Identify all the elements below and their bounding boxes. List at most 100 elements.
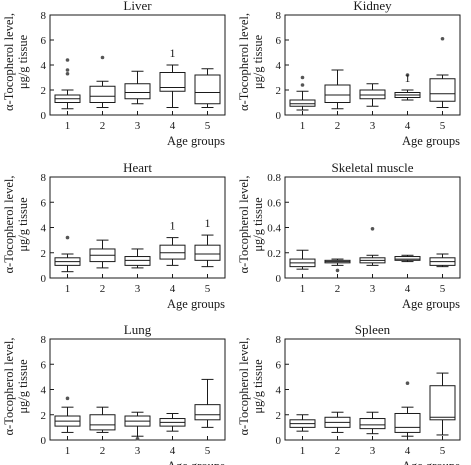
y-tick-label: 4 [276, 60, 282, 72]
x-tick-label: 3 [370, 120, 376, 132]
y-axis-label-unit: μg/g tissue [251, 34, 265, 89]
x-tick-label: 2 [335, 283, 341, 295]
x-tick-label: 1 [65, 120, 71, 132]
outlier-point [135, 436, 140, 441]
x-tick-label: 4 [405, 445, 411, 457]
x-tick-label: 2 [335, 445, 341, 457]
box-iqr [429, 385, 456, 421]
y-axis-label: α-Tocopherol level, [2, 338, 16, 436]
panel-title: Kidney [353, 0, 392, 13]
panel-title: Liver [123, 0, 152, 13]
box-group-2 [89, 406, 116, 433]
box-group-3 [124, 411, 151, 441]
y-axis-label: α-Tocopherol level, [2, 176, 16, 274]
box-group-1 [54, 58, 81, 110]
panel-spleen: Spleen α-Tocopherol level, μg/g tissue 0 2 4 6… [237, 322, 461, 465]
y-tick-label: 6 [41, 197, 47, 209]
panel-title: Heart [123, 160, 152, 175]
box-iqr [194, 404, 221, 421]
y-axis-label-unit: μg/g tissue [16, 359, 30, 414]
box-group-4: 1 [394, 71, 421, 101]
y-axis-label: α-Tocopherol level, [2, 13, 16, 111]
y-tick-label: 0.8 [267, 172, 281, 184]
y-tick-label: 0 [41, 110, 47, 122]
y-tick-label: 0 [276, 435, 282, 447]
x-tick-label: 1 [300, 283, 306, 295]
x-tick-label: 4 [170, 120, 176, 132]
y-tick-label: 0 [41, 273, 47, 285]
box-iqr [89, 414, 116, 431]
box-group-2 [324, 411, 351, 433]
x-tick-label: 2 [100, 445, 106, 457]
box-group-4 [394, 254, 421, 263]
box-group-3 [359, 411, 386, 435]
x-tick-label: 1 [65, 445, 71, 457]
y-tick-label: 0.4 [267, 223, 281, 235]
panel-liver: Liver α-Tocopherol level, μg/g tissue 0 2 4 6 8… [2, 0, 226, 148]
box-iqr [394, 256, 421, 261]
panel-lung: Lung α-Tocopherol level, μg/g tissue 0 2 4 6 8 1… [2, 322, 226, 465]
y-axis-label: α-Tocopherol level, [237, 176, 251, 274]
x-tick-label: 1 [300, 120, 306, 132]
outlier-point [100, 55, 105, 60]
x-tick-label: 2 [100, 120, 106, 132]
panel-title: Lung [124, 322, 152, 337]
x-tick-label: 4 [170, 445, 176, 457]
panel-title: Skeletal muscle [332, 160, 414, 175]
y-tick-label: 6 [41, 359, 47, 371]
y-tick-label: 0 [276, 110, 282, 122]
y-axis-label: α-Tocopherol level, [237, 338, 251, 436]
box-iqr [289, 99, 316, 107]
box-group-2 [324, 69, 351, 110]
box-group-3 [124, 248, 151, 269]
box-group-1 [289, 249, 316, 270]
y-tick-label: 0 [276, 273, 282, 285]
box-group-2 [89, 239, 116, 269]
y-tick-label: 4 [276, 385, 282, 397]
x-axis-label: Age groups [402, 459, 460, 465]
outlier-point [405, 381, 410, 385]
box-group-3 [124, 70, 151, 105]
y-axis-label-unit: μg/g tissue [251, 359, 265, 414]
box-group-5: 1 [194, 216, 221, 268]
box-group-4 [159, 412, 186, 432]
box-iqr [359, 89, 386, 100]
y-axis-label-unit: μg/g tissue [16, 34, 30, 89]
box-group-3 [359, 226, 386, 266]
x-tick-label: 5 [205, 283, 211, 295]
x-tick-label: 3 [135, 120, 141, 132]
box-iqr [159, 72, 186, 92]
y-tick-label: 8 [41, 334, 47, 346]
box-group-5 [194, 68, 221, 108]
box-group-2 [89, 55, 116, 108]
y-tick-label: 4 [41, 60, 47, 72]
significance-annotation: 1 [170, 46, 176, 60]
y-tick-label: 8 [41, 10, 47, 22]
y-tick-label: 0.2 [267, 248, 281, 260]
y-tick-label: 6 [276, 35, 282, 47]
outlier-point [300, 83, 305, 87]
box-iqr [359, 418, 386, 430]
box-iqr [194, 74, 221, 105]
box-iqr [124, 256, 151, 266]
x-tick-label: 1 [65, 283, 71, 295]
y-tick-label: 8 [276, 334, 282, 346]
box-group-3 [359, 83, 386, 107]
outlier-point [65, 235, 70, 240]
y-tick-label: 4 [41, 223, 47, 235]
y-axis-label-unit: μg/g tissue [16, 197, 30, 252]
box-group-1 [289, 414, 316, 432]
outlier-point [300, 75, 305, 80]
box-group-1 [54, 396, 81, 433]
outlier-point [65, 396, 70, 401]
y-axis-label-unit: μg/g tissue [251, 197, 265, 252]
y-tick-label: 2 [41, 85, 47, 97]
outlier-point [405, 73, 410, 77]
x-tick-label: 5 [440, 445, 446, 457]
y-tick-label: 6 [41, 35, 47, 47]
outlier-point [65, 68, 70, 72]
x-tick-label: 4 [405, 120, 411, 132]
x-axis-label: Age groups [402, 134, 460, 148]
panel-heart: Heart α-Tocopherol level, μg/g tissue 0 2 4 6 8… [2, 160, 226, 311]
